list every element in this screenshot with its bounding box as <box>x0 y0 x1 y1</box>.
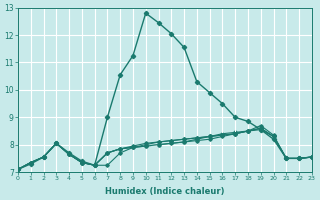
X-axis label: Humidex (Indice chaleur): Humidex (Indice chaleur) <box>105 187 225 196</box>
